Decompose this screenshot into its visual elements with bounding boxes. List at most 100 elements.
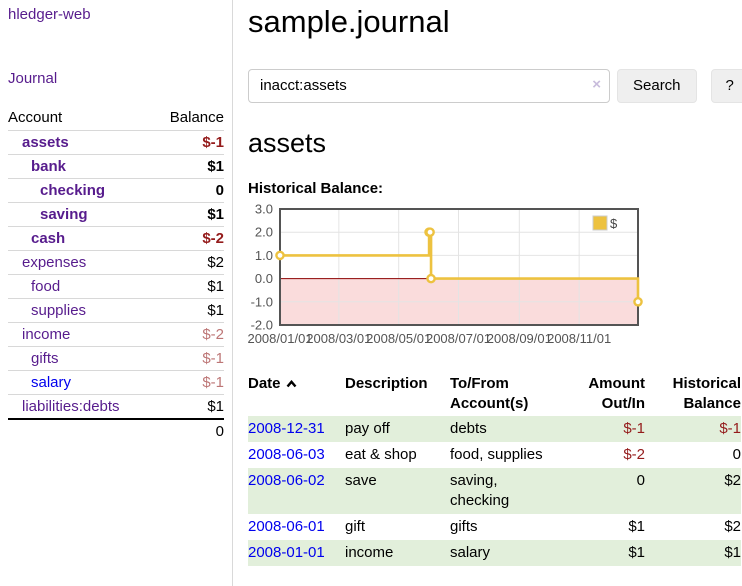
balance-column-header-main: Historical Balance — [672, 374, 741, 412]
svg-text:2.0: 2.0 — [255, 224, 273, 239]
account-balance: $1 — [153, 154, 224, 179]
account-row: liabilities:debts $1 — [8, 394, 224, 419]
balance-table-body: assets $-1 bank $1 checking 0 saving $1 cash $-2 e… — [8, 130, 224, 419]
svg-text:2008/01/01: 2008/01/01 — [248, 331, 313, 346]
transaction-balance: $1 — [645, 539, 741, 566]
transaction-date-link[interactable]: 2008-01-01 — [248, 543, 325, 561]
account-link-saving[interactable]: saving — [40, 206, 88, 223]
description-column-header: Description — [345, 374, 428, 392]
transaction-balance: $-1 — [645, 415, 741, 442]
account-balance-table: Account Balance assets $-1 bank $1 checking 0… — [8, 106, 224, 443]
svg-text:2008/09/01: 2008/09/01 — [487, 331, 552, 346]
app-brand: hledger-web — [8, 6, 224, 23]
transaction-date-link[interactable]: 2008-12-31 — [248, 419, 325, 437]
account-link-salary[interactable]: salary — [31, 374, 72, 391]
account-balance: 0 — [153, 178, 224, 203]
svg-text:1.0: 1.0 — [255, 248, 273, 263]
account-row: saving $1 — [8, 202, 224, 227]
account-row: bank $1 — [8, 154, 224, 179]
historical-balance-chart: $3.0 2.0 1.0 0.0 -1.0 -2.02008/01/012008/03/0… — [247, 201, 643, 346]
transaction-row: 2008-01-01 income salary $1 $1 — [248, 539, 741, 566]
transaction-amount: $-1 — [554, 415, 645, 442]
account-balance: $2 — [153, 250, 224, 275]
account-column-header: Account — [8, 109, 63, 126]
transaction-balance: 0 — [732, 445, 741, 463]
transaction-balance: $2 — [645, 467, 741, 514]
transaction-description: gift — [345, 517, 366, 535]
account-heading: assets — [248, 127, 327, 158]
svg-text:0.0: 0.0 — [255, 271, 273, 286]
date-column-header[interactable]: Date — [248, 372, 345, 416]
account-link-gifts[interactable]: gifts — [31, 350, 59, 367]
transaction-description: pay off — [345, 415, 450, 442]
account-row: food $1 — [8, 274, 224, 299]
account-link-cash[interactable]: cash — [31, 230, 66, 247]
transaction-row: 2008-06-01 gift gifts $1 $2 — [248, 514, 741, 540]
svg-text:3.0: 3.0 — [255, 204, 273, 217]
account-link-assets[interactable]: assets — [22, 134, 69, 151]
account-link-supplies[interactable]: supplies — [31, 302, 87, 319]
transaction-date-link[interactable]: 2008-06-03 — [248, 445, 325, 463]
account-row: gifts $-1 — [8, 346, 224, 371]
transaction-balance: $2 — [724, 517, 741, 535]
brand-link[interactable]: hledger-web — [8, 6, 91, 23]
account-link-bank[interactable]: bank — [31, 158, 67, 175]
transaction-amount: 0 — [554, 467, 645, 514]
sort-ascending-icon — [286, 374, 297, 394]
account-row: expenses $2 — [8, 250, 224, 275]
search-box: × — [248, 68, 610, 103]
accounts-column-header: To/From Account(s) — [450, 374, 529, 412]
search-input[interactable] — [248, 68, 610, 103]
transaction-description: save — [345, 467, 450, 514]
balance-table-header: Account Balance — [8, 106, 224, 131]
help-button[interactable]: ? — [710, 68, 742, 103]
account-link-income[interactable]: income — [22, 326, 71, 343]
transaction-accounts: salary — [450, 539, 554, 566]
transaction-row: 2008-12-31 pay off debts $-1 $-1 — [248, 415, 741, 442]
clear-search-icon[interactable]: × — [592, 75, 601, 93]
transaction-date-link[interactable]: 2008-06-02 — [248, 471, 325, 489]
account-row: income $-2 — [8, 322, 224, 347]
transaction-description: eat & shop — [345, 445, 417, 463]
transaction-description: income — [345, 539, 450, 566]
svg-text:2008/05/01: 2008/05/01 — [366, 331, 431, 346]
register-table: Date Description To/From Account(s) Amou… — [248, 372, 741, 566]
account-balance: $-1 — [153, 346, 224, 371]
balance-total-row: 0 — [8, 418, 224, 443]
svg-text:-1.0: -1.0 — [251, 294, 273, 309]
account-link-liabilities-debts[interactable]: liabilities:debts — [22, 398, 120, 415]
search-button[interactable]: Search — [617, 68, 697, 103]
balance-total-spacer — [8, 418, 154, 443]
account-row: supplies $1 — [8, 298, 224, 323]
journal-link[interactable]: Journal — [8, 70, 58, 87]
account-link-food[interactable]: food — [31, 278, 61, 295]
account-link-checking[interactable]: checking — [40, 182, 106, 199]
account-balance: $-2 — [153, 226, 224, 251]
balance-column-header: Balance — [169, 109, 224, 126]
svg-text:2008/03/01: 2008/03/01 — [306, 331, 371, 346]
transaction-accounts: food, supplies — [450, 445, 543, 463]
page-title: sample.journal — [248, 4, 450, 39]
account-link-expenses[interactable]: expenses — [22, 254, 87, 271]
chart-title: Historical Balance: — [248, 179, 384, 197]
account-row: salary $-1 — [8, 370, 224, 395]
svg-text:2008/11/01: 2008/11/01 — [547, 331, 611, 346]
svg-text:-2.0: -2.0 — [251, 317, 273, 332]
account-balance: $1 — [153, 274, 224, 299]
transaction-row: 2008-06-03 eat & shop food, supplies $-2 0 — [248, 442, 741, 468]
account-balance: $-1 — [153, 370, 224, 395]
chart-container: $3.0 2.0 1.0 0.0 -1.0 -2.0 2008/01/01 2008/03/0… — [247, 201, 742, 356]
transaction-date-link[interactable]: 2008-06-01 — [248, 517, 325, 535]
svg-text:$: $ — [610, 216, 618, 231]
register-table-body: 2008-12-31 pay off debts $-1 $-1 2008-06-03 ea… — [248, 415, 741, 566]
account-row: assets $-1 — [8, 130, 224, 155]
transaction-row: 2008-06-02 save saving, checking 0 $2 — [248, 467, 741, 514]
register-header-row: Date Description To/From Account(s) Amou… — [248, 372, 741, 416]
sidebar-nav: Journal — [8, 70, 224, 87]
main-content: sample.journal × Search ? assets Histori… — [233, 0, 742, 586]
account-balance: $-2 — [153, 322, 224, 347]
transaction-amount: $1 — [554, 539, 645, 566]
transaction-amount: $-2 — [623, 445, 645, 463]
account-balance: $-1 — [153, 130, 224, 155]
